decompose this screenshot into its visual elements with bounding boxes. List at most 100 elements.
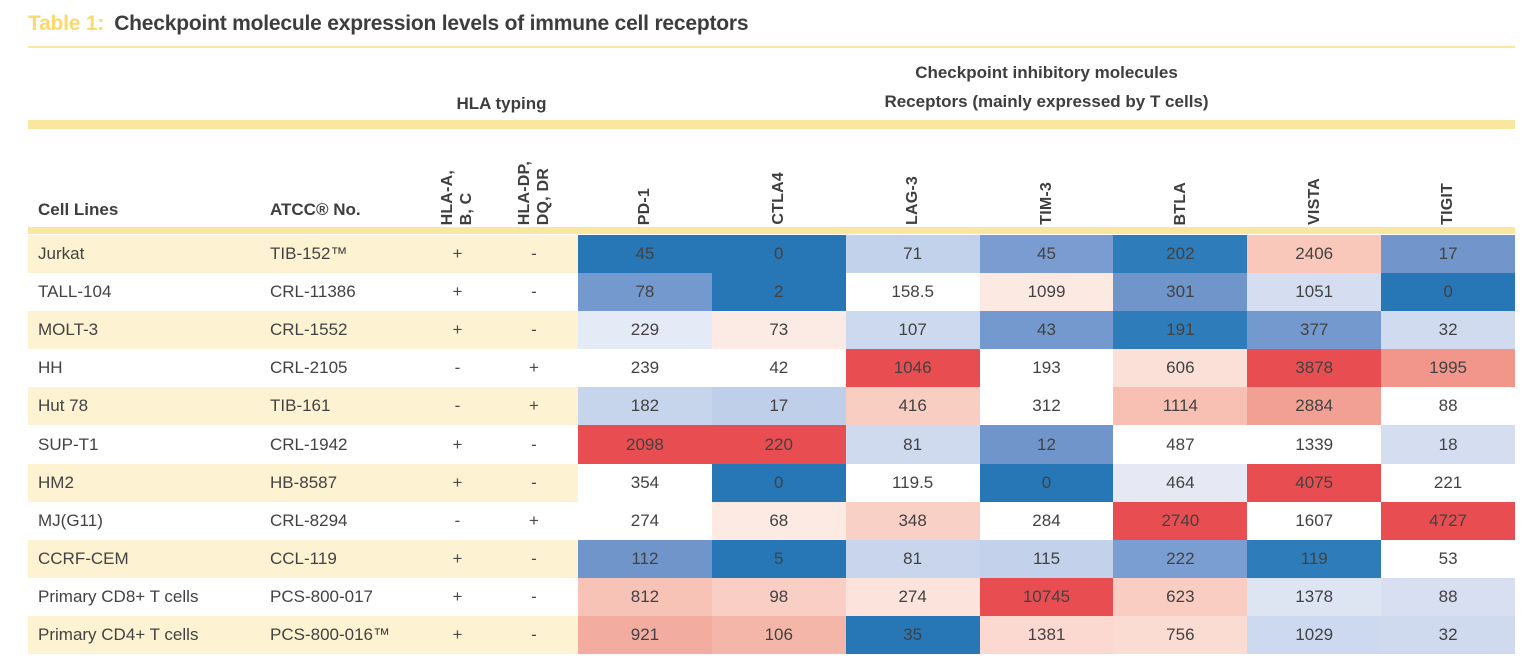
group-header-row: HLA typing Checkpoint inhibitory molecul… (28, 54, 1515, 120)
heatmap-cell: 119 (1247, 539, 1382, 578)
hla-abc-value: - (454, 358, 461, 378)
col-header-label: PD-1 (636, 187, 654, 225)
heatmap-cell: 45 (578, 235, 712, 274)
heatmap-cell: 354 (578, 463, 712, 502)
checkpoint-group-header: Checkpoint inhibitory molecules Receptor… (578, 58, 1515, 120)
col-header-label: VISTA (1305, 178, 1323, 225)
table-row: Hut 78 TIB-161- +182 17 416 312 1114 2884 88 (28, 387, 1515, 426)
atcc-number: TIB-161 (270, 387, 425, 426)
col-header-label: TIGIT (1439, 183, 1457, 225)
cell-line-name: TALL-104 (38, 282, 112, 302)
col-header-rotated: HLA-A, B, C (425, 129, 490, 225)
heatmap-cell: 88 (1381, 387, 1515, 426)
atcc-number: CRL-1942 (270, 434, 348, 454)
table-title-text: Checkpoint molecule expression levels of… (114, 12, 749, 35)
heatmap-cell: 112 (578, 539, 712, 578)
heatmap-cell: 78 (578, 273, 712, 312)
cell-line-name: MOLT-3 (28, 311, 270, 350)
table-row: HM2 HB-8587 + -354 0 119.5 0 464 4075 221 (28, 463, 1515, 502)
heatmap-cell: 1051 (1247, 273, 1382, 312)
heatmap-cell: 119.5 (845, 463, 980, 502)
table-row: MOLT-3 CRL-1552 + -229 73 107 43 191 377 32 (28, 311, 1515, 350)
heatmap-cell: 623 (1113, 577, 1248, 616)
heatmap-cell: 1114 (1113, 387, 1248, 426)
heatmap-cell: 18 (1381, 425, 1515, 464)
hla-abc-value: - (425, 387, 490, 426)
heatmap-cell: 2740 (1113, 501, 1248, 540)
hla-dpdqdr-value: - (490, 615, 578, 655)
cell-line-name: HM2 (28, 463, 270, 502)
table-row: Jurkat TIB-152™ + -45 0 71 45 202 2406 17 (28, 235, 1515, 274)
hla-abc-value: + (425, 235, 490, 274)
heatmap-cell: 0 (711, 235, 846, 274)
heatmap-cell: 301 (1113, 273, 1248, 312)
hla-dpdqdr-value: - (490, 463, 578, 502)
atcc-number: CCL-119 (270, 539, 425, 578)
atcc-number: CRL-8294 (270, 510, 348, 530)
hla-abc-value: + (425, 615, 490, 655)
col-header-label: LAG-3 (904, 176, 922, 225)
heatmap-cell: 43 (979, 311, 1114, 350)
checkpoint-group-line2: Receptors (mainly expressed by T cells) (884, 92, 1209, 111)
atcc-number: CRL-2105 (270, 358, 348, 378)
col-header-rotated: VISTA (1247, 129, 1381, 225)
table-body: Jurkat TIB-152™ + -45 0 71 45 202 2406 17 TALL-104… (28, 235, 1515, 655)
table-number-label: Table 1: (28, 12, 105, 35)
table-row: TALL-104 CRL-11386 + - 78 2 158.5 1099 301 1051 0 (28, 273, 1515, 312)
col-header-cell-lines: Cell Lines (38, 200, 119, 219)
heatmap-cell: 220 (711, 425, 846, 464)
heatmap-cell: 348 (845, 501, 980, 540)
heatmap-cell: 10745 (979, 577, 1114, 616)
hla-dpdqdr-value: - (490, 539, 578, 578)
heatmap-cell: 81 (845, 539, 980, 578)
hla-abc-value: + (452, 434, 463, 454)
heatmap-cell: 284 (979, 501, 1114, 540)
cell-line-name: Jurkat (28, 235, 270, 274)
heatmap-cell: 416 (845, 387, 980, 426)
hla-dpdqdr-value: - (531, 586, 537, 606)
heatmap-cell: 312 (979, 387, 1114, 426)
heatmap-cell: 487 (1113, 425, 1248, 464)
col-header-rotated: LAG-3 (846, 129, 980, 225)
hla-dpdqdr-value: + (529, 510, 539, 530)
col-header-label: BTLA (1171, 181, 1189, 225)
heatmap-cell: 1607 (1247, 501, 1382, 540)
heatmap-cell: 274 (845, 577, 980, 616)
heatmap-cell: 32 (1381, 615, 1515, 655)
heatmap-cell: 0 (979, 463, 1114, 502)
heatmap-cell: 229 (578, 311, 712, 350)
heatmap-cell: 0 (711, 463, 846, 502)
table-title: Table 1: Checkpoint molecule expression l… (28, 12, 749, 36)
table-row: CCRF-CEM CCL-119 + -112 5 81 115 222 119 53 (28, 539, 1515, 578)
heatmap-cell: 35 (845, 615, 980, 655)
header-divider-band (28, 227, 1515, 234)
heatmap-cell: 191 (1113, 311, 1248, 350)
hla-dpdqdr-value: - (531, 434, 537, 454)
heatmap-cell: 17 (711, 387, 846, 426)
heatmap-cell: 1099 (979, 273, 1114, 312)
hla-abc-value: + (425, 539, 490, 578)
hla-abc-value: + (425, 311, 490, 350)
col-header-rotated: HLA-DP, DQ, DR (490, 129, 578, 225)
hla-abc-value: + (452, 586, 463, 606)
atcc-number: CRL-11386 (270, 282, 356, 302)
heatmap-cell: 182 (578, 387, 712, 426)
hla-dpdqdr-value: + (529, 358, 539, 378)
atcc-number: PCS-800-017 (270, 586, 374, 606)
column-header-row: Cell Lines ATCC® No. HLA-A, B, C HLA-DP, … (28, 129, 1515, 225)
cell-line-name: HH (38, 358, 63, 378)
heatmap-cell: 107 (845, 311, 980, 350)
heatmap-cell: 606 (1113, 349, 1248, 388)
heatmap-cell: 202 (1113, 235, 1248, 274)
heatmap-cell: 5 (711, 539, 846, 578)
heatmap-cell: 812 (578, 577, 712, 616)
col-header-label: TIM-3 (1037, 182, 1055, 225)
heatmap-cell: 464 (1113, 463, 1248, 502)
checkpoint-group-line1: Checkpoint inhibitory molecules (915, 63, 1178, 82)
col-header-atcc-no: ATCC® No. (270, 200, 361, 219)
cell-line-name: Hut 78 (28, 387, 270, 426)
col-header-rotated: BTLA (1113, 129, 1247, 225)
col-header-rotated: TIM-3 (980, 129, 1114, 225)
heatmap-cell: 222 (1113, 539, 1248, 578)
cell-line-name: CCRF-CEM (28, 539, 270, 578)
